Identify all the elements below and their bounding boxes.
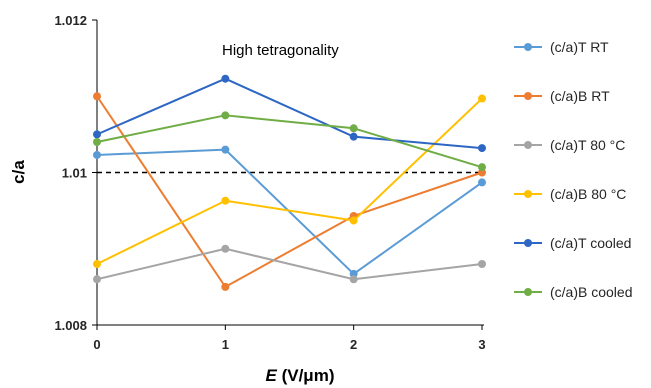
legend-item: (c/a)T RT	[514, 39, 609, 55]
x-axis-title-units: (V/μm)	[277, 366, 335, 385]
data-point	[221, 111, 230, 120]
data-point	[221, 282, 230, 291]
annotation-high-tetragonality: High tetragonality	[222, 42, 339, 59]
legend-swatch-marker	[524, 190, 532, 198]
data-point	[93, 260, 101, 268]
legend-label: (c/a)T cooled	[550, 235, 631, 251]
x-tick-label: 3	[478, 337, 485, 352]
y-tick-label: 1.012	[54, 13, 87, 28]
legend-item: (c/a)T 80 °C	[514, 137, 625, 153]
legend-label: (c/a)B cooled	[550, 284, 632, 300]
legend-swatch-marker	[524, 43, 532, 51]
data-point	[478, 144, 486, 153]
legend-item: (c/a)T cooled	[514, 235, 631, 251]
legend-item: (c/a)B RT	[514, 88, 610, 104]
series-line	[96, 97, 483, 265]
data-point	[478, 94, 486, 103]
legend-swatch-marker	[524, 92, 532, 100]
series-line	[96, 95, 483, 288]
data-point	[349, 132, 358, 141]
data-point	[93, 150, 101, 159]
data-point	[349, 216, 358, 225]
x-axis-title: E (V/μm)	[266, 366, 335, 385]
legend-swatch-marker	[524, 141, 532, 149]
y-tick-label: 1.008	[54, 318, 87, 333]
legend-swatch-marker	[524, 239, 532, 247]
legend-label: (c/a)B RT	[550, 88, 610, 104]
x-tick-label: 0	[93, 337, 100, 352]
data-point	[478, 178, 486, 187]
legend-label: (c/a)T RT	[550, 39, 609, 55]
axes: 1.008 1.01 1.012 0 1 2 3	[54, 13, 485, 352]
legend-item: (c/a)B cooled	[514, 284, 632, 300]
series-line	[96, 77, 483, 150]
data-point	[221, 145, 230, 154]
legend-item: (c/a)B 80 °C	[514, 186, 626, 202]
data-point	[221, 74, 230, 83]
data-point	[93, 138, 101, 146]
y-axis-title: c/a	[9, 160, 28, 184]
x-tick-label: 1	[222, 337, 229, 352]
series-layer	[93, 74, 486, 291]
x-tick-label: 2	[350, 337, 357, 352]
data-point	[93, 92, 101, 101]
y-tick-label: 1.01	[62, 166, 87, 181]
data-point	[349, 275, 358, 284]
data-point	[349, 124, 358, 133]
data-point	[478, 163, 486, 172]
data-point	[93, 130, 101, 139]
series-line	[96, 148, 483, 275]
data-point	[478, 260, 486, 268]
series-line	[96, 114, 483, 169]
series-line	[96, 247, 483, 281]
data-point	[93, 275, 101, 284]
data-point	[221, 244, 230, 253]
x-axis-title-symbol: E	[266, 366, 278, 385]
legend-swatch-marker	[524, 288, 532, 296]
legend: (c/a)T RT (c/a)B RT (c/a)T 80 °C (c/a)B 80 …	[514, 39, 632, 300]
legend-label: (c/a)B 80 °C	[550, 186, 626, 202]
legend-label: (c/a)T 80 °C	[550, 137, 625, 153]
data-point	[221, 196, 230, 205]
